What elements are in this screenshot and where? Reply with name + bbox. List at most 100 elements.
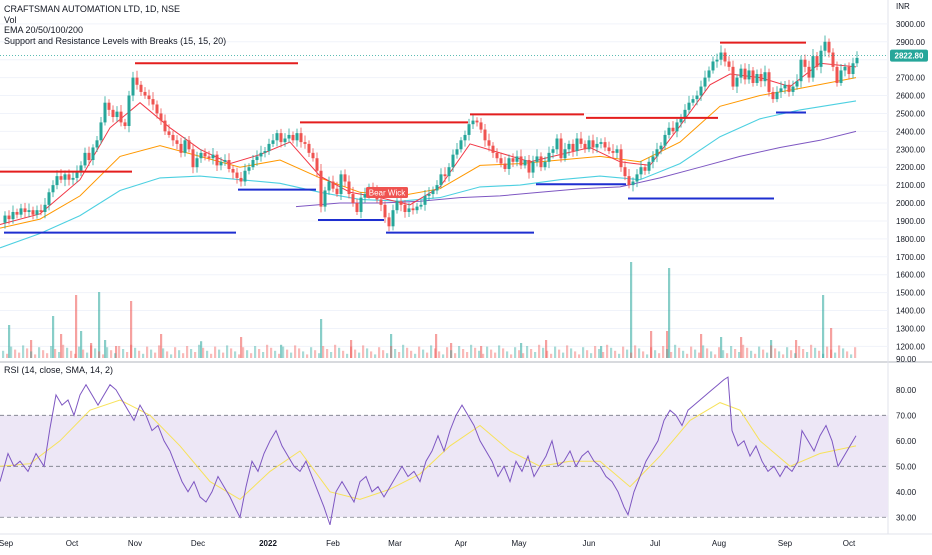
rsi-tick-label: 30.00 xyxy=(896,513,917,522)
candle-body xyxy=(835,66,839,83)
candle-body xyxy=(423,195,427,205)
rsi-label[interactable]: RSI (14, close, SMA, 14, 2) xyxy=(4,365,114,375)
volume-bar xyxy=(670,352,673,358)
volume-bar xyxy=(18,352,21,358)
volume-bar xyxy=(634,345,637,358)
price-tick-label: 1300.00 xyxy=(896,324,925,333)
volume-bar xyxy=(738,352,741,358)
volume-bar xyxy=(430,345,433,358)
candle-body xyxy=(823,41,827,51)
volume-bar xyxy=(386,353,389,358)
candle-body xyxy=(39,210,43,212)
volume-bar xyxy=(70,350,73,358)
volume-bar xyxy=(802,349,805,358)
candle-body xyxy=(11,211,15,220)
volume-bar xyxy=(38,347,41,358)
volume-bar xyxy=(98,351,101,358)
candle-body xyxy=(211,154,215,159)
volume-bar xyxy=(766,352,769,358)
candle-body xyxy=(115,111,119,118)
candle-body xyxy=(687,102,691,110)
volume-bar xyxy=(480,346,483,358)
volume-bar xyxy=(478,350,481,358)
volume-bar xyxy=(52,316,55,358)
volume-bar xyxy=(350,340,353,358)
volume-bar xyxy=(778,351,781,358)
candle-body xyxy=(399,201,403,205)
candle-body xyxy=(819,50,823,67)
volume-bar xyxy=(314,350,317,358)
candle-body xyxy=(843,66,847,71)
volume-bar xyxy=(754,353,757,358)
volume-bar xyxy=(294,345,297,358)
candle-body xyxy=(51,185,55,193)
volume-bar xyxy=(590,353,593,358)
symbol-title[interactable]: CRAFTSMAN AUTOMATION LTD, 1D, NSE xyxy=(4,4,181,14)
candle-body xyxy=(751,70,755,83)
candle-body xyxy=(651,156,655,162)
candle-body xyxy=(159,113,163,121)
price-tick-label: 2500.00 xyxy=(896,109,925,118)
price-tick-label: 1900.00 xyxy=(896,217,925,226)
volume-bar xyxy=(154,352,157,358)
candle-body xyxy=(703,77,707,87)
candle-body xyxy=(455,149,459,155)
price-tick-label: 2400.00 xyxy=(896,127,925,136)
volume-bar xyxy=(242,347,245,358)
volume-bar xyxy=(726,353,729,358)
candle-body xyxy=(507,158,511,169)
volume-bar xyxy=(106,347,109,358)
candle-body xyxy=(99,122,103,141)
candle-body xyxy=(263,151,267,153)
candle-body xyxy=(575,138,579,152)
candle-body xyxy=(791,86,795,92)
volume-bar xyxy=(830,328,833,358)
candle-body xyxy=(527,160,531,173)
bear-wick-badge xyxy=(366,187,408,198)
volume-scale-label: 90.00 xyxy=(896,355,917,364)
volume-bar xyxy=(702,345,705,358)
candle-body xyxy=(95,140,99,148)
candle-body xyxy=(599,142,603,144)
volume-bar xyxy=(682,350,685,358)
sr-indicator-label[interactable]: Support and Resistance Levels with Break… xyxy=(4,35,227,46)
volume-bar xyxy=(60,334,63,358)
candle-body xyxy=(43,204,47,212)
volume-bar xyxy=(534,352,537,358)
volume-bar xyxy=(26,348,29,358)
volume-bar xyxy=(562,352,565,358)
price-tick-label: 1500.00 xyxy=(896,289,925,298)
vol-label[interactable]: Vol xyxy=(4,14,17,25)
volume-bar xyxy=(230,348,233,358)
volume-bar xyxy=(810,344,813,358)
volume-bar xyxy=(602,352,605,358)
candle-body xyxy=(443,174,447,177)
rsi-tick-label: 80.00 xyxy=(896,386,917,395)
candle-body xyxy=(707,70,711,78)
volume-bar xyxy=(730,346,733,358)
candle-body xyxy=(775,91,779,100)
candle-body xyxy=(19,208,23,215)
volume-bar xyxy=(490,349,493,358)
volume-bar xyxy=(198,344,201,358)
volume-bar xyxy=(594,346,597,358)
volume-bar xyxy=(138,350,141,358)
rsi-tick-label: 70.00 xyxy=(896,411,917,420)
candle-body xyxy=(339,174,343,195)
volume-bar xyxy=(8,325,11,358)
candle-body xyxy=(3,215,7,223)
candle-body xyxy=(355,203,359,212)
volume-bar xyxy=(194,352,197,358)
candle-body xyxy=(407,208,411,212)
volume-bar xyxy=(786,347,789,358)
candle-body xyxy=(779,88,783,92)
volume-bar xyxy=(450,343,453,358)
candle-body xyxy=(515,156,519,162)
candle-body xyxy=(135,77,139,85)
volume-bar xyxy=(338,347,341,358)
candle-body xyxy=(607,147,611,152)
volume-bar xyxy=(558,349,561,358)
candle-body xyxy=(499,158,503,164)
ema-label[interactable]: EMA 20/50/100/200 xyxy=(4,25,84,35)
